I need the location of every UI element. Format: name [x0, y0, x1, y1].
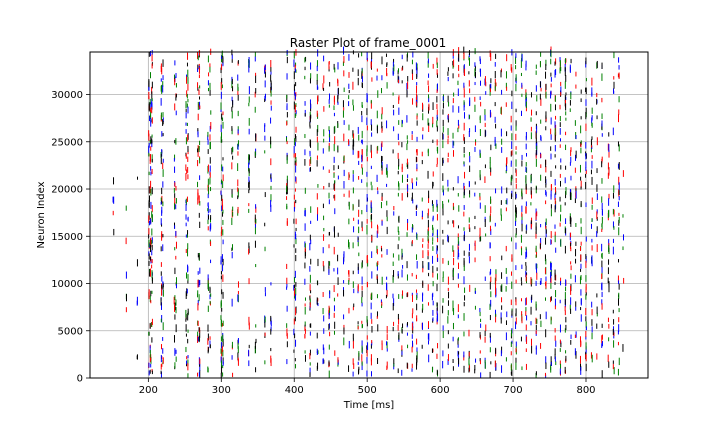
chart-title: Raster Plot of frame_0001 [290, 36, 446, 50]
y-tick-label: 15000 [51, 232, 83, 243]
axis-ticks: 200 300 400 500 600 700 800 0 5000 10000 15000 2000… [51, 90, 595, 396]
x-axis-label: Time [ms] [343, 400, 395, 411]
x-tick-label: 500 [358, 385, 377, 396]
x-tick-label: 600 [431, 385, 450, 396]
x-tick-label: 800 [576, 385, 595, 396]
y-tick-label: 30000 [51, 90, 83, 101]
plot-frame [89, 51, 649, 379]
y-tick-label: 5000 [58, 326, 83, 337]
y-tick-label: 10000 [51, 279, 83, 290]
spike-marks [112, 46, 625, 378]
y-tick-label: 25000 [51, 137, 83, 148]
y-axis-label: Neuron Index [36, 181, 47, 248]
y-tick-label: 20000 [51, 185, 83, 196]
y-tick-label: 0 [77, 374, 83, 385]
x-tick-label: 700 [504, 385, 523, 396]
grid-lines [90, 52, 648, 379]
x-tick-label: 200 [139, 385, 158, 396]
x-tick-label: 400 [285, 385, 304, 396]
x-tick-label: 300 [212, 385, 231, 396]
